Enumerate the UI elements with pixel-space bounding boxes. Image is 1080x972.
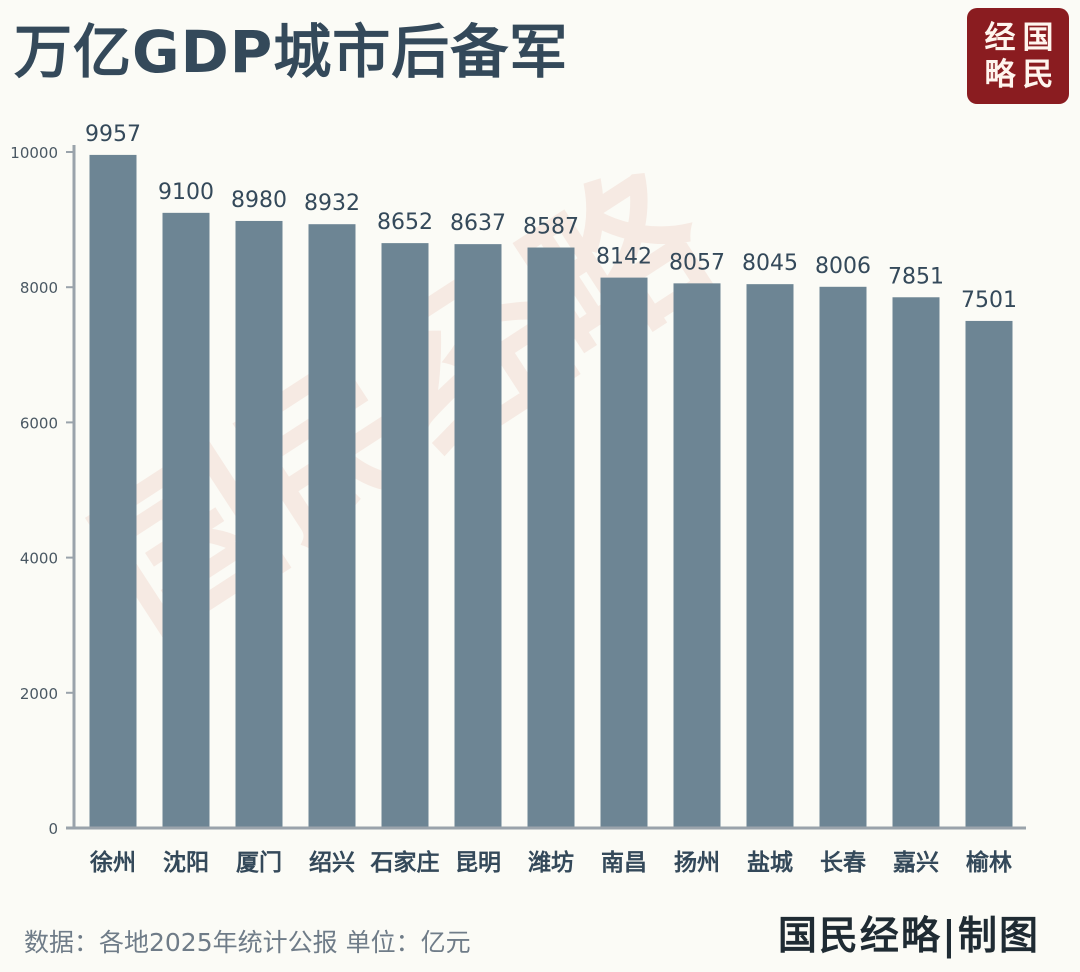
bar <box>89 154 137 828</box>
bar <box>746 284 794 829</box>
seal-char: 经 <box>984 20 1016 56</box>
chart-title: 万亿GDP城市后备军 <box>14 18 569 86</box>
y-tick-label: 6000 <box>20 414 58 432</box>
category-label: 徐州 <box>89 849 136 876</box>
bar <box>965 320 1013 828</box>
category-label: 嘉兴 <box>893 850 939 876</box>
seal-char: 国 <box>1022 20 1054 56</box>
value-label: 8057 <box>669 250 725 275</box>
bar <box>673 283 721 828</box>
y-tick-label: 4000 <box>20 550 58 568</box>
value-label: 8587 <box>523 215 579 240</box>
value-label: 8637 <box>450 211 506 236</box>
axis-group: 0 2000 4000 6000 8000 10000 <box>10 144 1026 838</box>
brand-seal-logo: 经 国 略 民 <box>967 8 1069 104</box>
bar <box>600 277 648 828</box>
value-label: 8006 <box>815 254 871 279</box>
category-labels-group: 徐州 沈阳 厦门 绍兴 石家庄 昆明 潍坊 南昌 扬州 盐城 长春 嘉兴 榆林 <box>89 849 1012 876</box>
y-tick-label: 2000 <box>20 685 58 703</box>
y-tick-label: 10000 <box>10 144 58 162</box>
category-label: 石家庄 <box>370 849 440 876</box>
category-label: 扬州 <box>674 849 720 876</box>
value-label: 8045 <box>742 251 798 276</box>
y-tick-label: 8000 <box>20 279 58 297</box>
bars-group <box>89 154 1013 829</box>
value-label: 9957 <box>85 122 141 147</box>
bar <box>308 224 356 829</box>
category-label: 厦门 <box>236 849 282 876</box>
category-label: 绍兴 <box>309 849 355 876</box>
category-label: 沈阳 <box>163 850 209 876</box>
category-label: 榆林 <box>966 849 1012 876</box>
bar <box>819 286 867 828</box>
source-note: 数据：各地2025年统计公报 单位：亿元 <box>24 928 471 957</box>
credit-line: 国民经略|制图 <box>777 913 1040 959</box>
value-label: 8652 <box>377 210 433 235</box>
seal-char: 民 <box>1022 57 1054 93</box>
value-label: 8142 <box>596 245 652 270</box>
value-labels-group: 9957 9100 8980 8932 8652 8637 8587 8142 8057 8045… <box>85 122 1017 313</box>
bar <box>381 243 429 828</box>
value-label: 7851 <box>888 264 944 289</box>
category-label: 潍坊 <box>528 849 574 876</box>
bar <box>454 244 502 828</box>
category-label: 盐城 <box>747 849 793 876</box>
category-label: 长春 <box>820 850 867 876</box>
category-label: 昆明 <box>455 850 501 876</box>
bar <box>892 297 940 828</box>
y-tick-label: 0 <box>48 820 58 838</box>
seal-char: 略 <box>984 57 1016 93</box>
value-label: 8932 <box>304 191 360 216</box>
value-label: 8980 <box>231 188 287 213</box>
value-label: 7501 <box>961 288 1017 313</box>
bar <box>235 220 283 828</box>
category-label: 南昌 <box>601 850 647 876</box>
value-label: 9100 <box>158 180 214 205</box>
bar <box>162 212 210 829</box>
bar <box>527 247 575 828</box>
